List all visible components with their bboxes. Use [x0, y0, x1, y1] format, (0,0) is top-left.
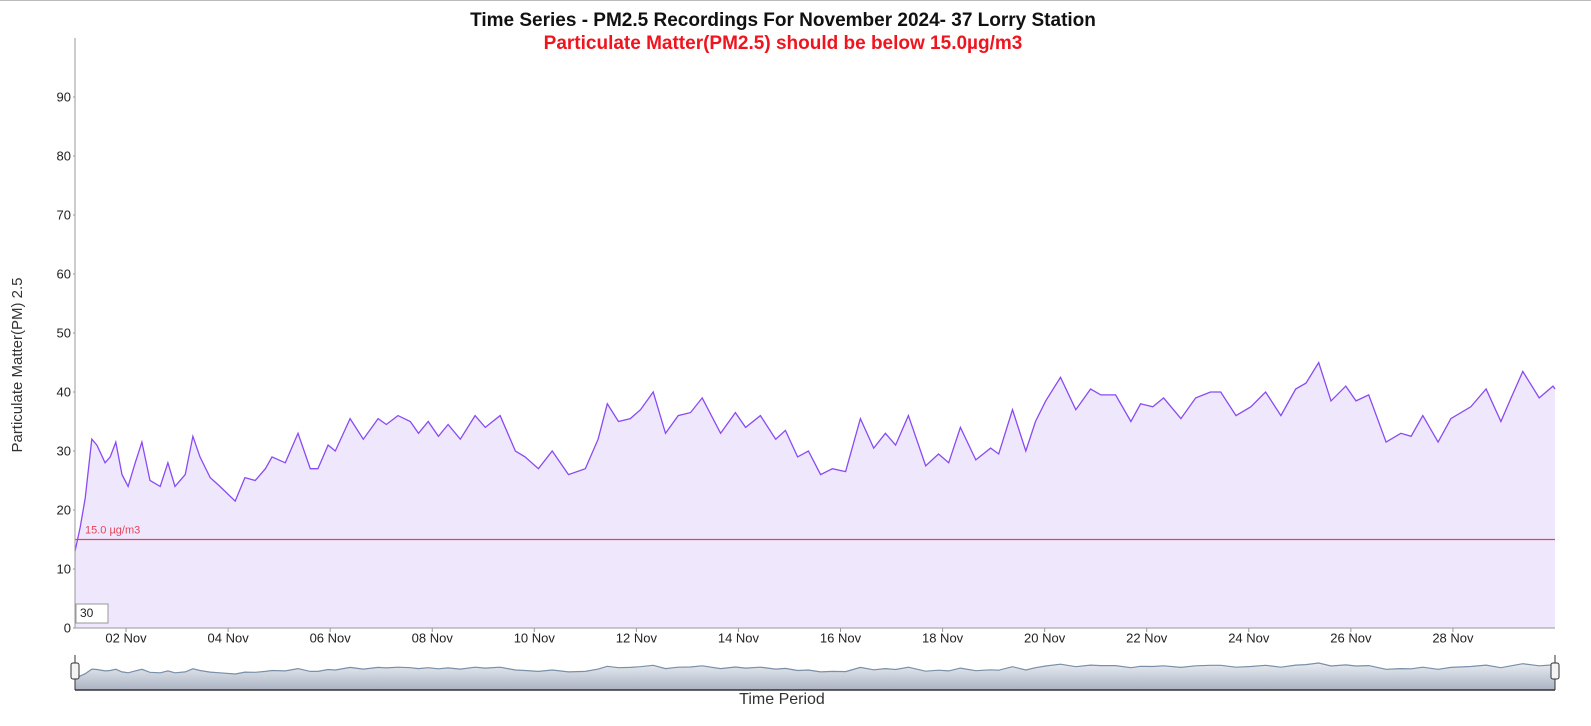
x-tick-label: 18 Nov [922, 630, 964, 645]
x-tick-label: 14 Nov [718, 630, 760, 645]
x-tick-label: 08 Nov [412, 630, 454, 645]
navigator-area [75, 663, 1555, 690]
y-tick-label: 60 [57, 266, 71, 281]
chart-title: Time Series - PM2.5 Recordings For Novem… [470, 10, 1096, 31]
x-tick-label: 26 Nov [1330, 630, 1372, 645]
series-line [74, 360, 1556, 552]
y-tick-label: 20 [57, 502, 71, 517]
y-tick-label: 40 [57, 384, 71, 399]
navigator-line [74, 662, 1556, 679]
x-tick-label: 10 Nov [514, 630, 556, 645]
x-tick-label: 06 Nov [310, 630, 352, 645]
threshold-label: 15.0 µg/m3 [85, 524, 140, 536]
y-axis-label: Particulate Matter(PM) 2.5 [9, 277, 26, 452]
x-tick-label: 24 Nov [1228, 630, 1270, 645]
chart-subtitle: Particulate Matter(PM2.5) should be belo… [544, 33, 1023, 54]
zoom-input[interactable] [75, 603, 109, 624]
y-tick-label: 50 [57, 325, 71, 340]
zoom-input-value: 30 [80, 606, 94, 620]
x-tick-label: 16 Nov [820, 630, 862, 645]
x-tick-label: 04 Nov [208, 630, 250, 645]
navigator-handle[interactable] [1550, 662, 1560, 680]
y-tick-label: 0 [64, 620, 71, 635]
x-tick-label: 20 Nov [1024, 630, 1066, 645]
y-tick-label: 70 [57, 207, 71, 222]
area-fill [75, 362, 1555, 628]
y-tick-label: 30 [57, 443, 71, 458]
x-tick-label: 28 Nov [1432, 630, 1474, 645]
y-tick-label: 10 [57, 561, 71, 576]
x-tick-label: 22 Nov [1126, 630, 1168, 645]
navigator-handle[interactable] [70, 662, 80, 680]
x-tick-label: 12 Nov [616, 630, 658, 645]
y-tick-label: 80 [57, 148, 71, 163]
x-axis-label: Time Period [739, 691, 825, 708]
x-tick-label: 02 Nov [105, 630, 147, 645]
y-tick-label: 90 [57, 89, 71, 104]
